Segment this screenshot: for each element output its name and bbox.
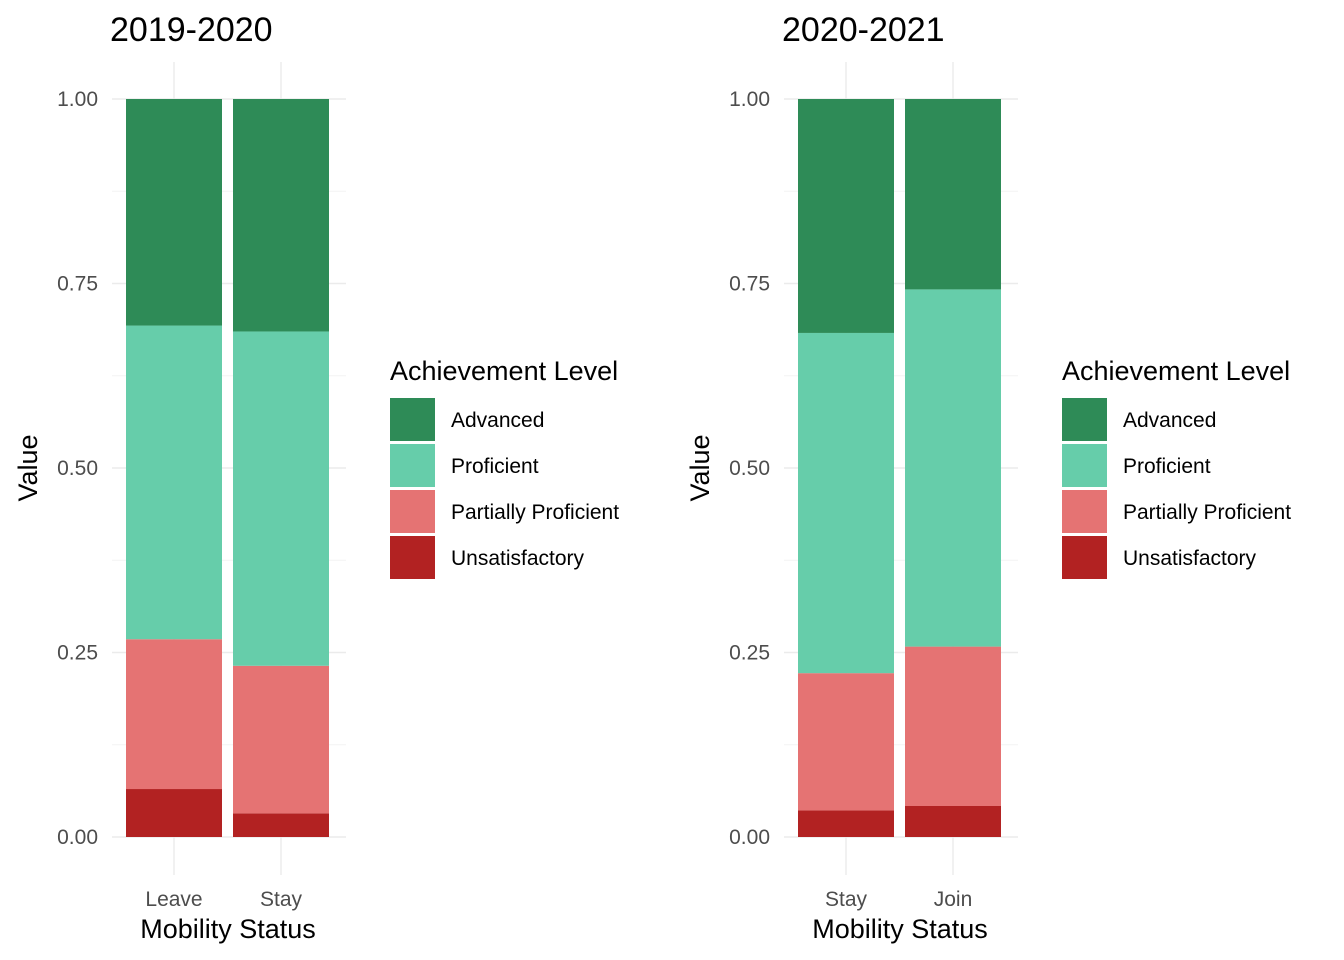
y-tick-label: 0.25	[57, 642, 98, 665]
legend-label: Advanced	[1123, 409, 1216, 432]
legend-swatch-proficient	[390, 444, 435, 487]
bar-segment-stay-partially-proficient	[233, 665, 329, 814]
y-axis-title: Value	[13, 434, 43, 501]
legend-label: Unsatisfactory	[1123, 547, 1257, 570]
legend-title: Achievement Level	[1062, 356, 1290, 386]
bar-segment-join-partially-proficient	[905, 646, 1001, 807]
legend-label: Advanced	[451, 409, 544, 432]
chart-panel-2: 0.00 0.25 0.50 0.75 1.00 Stay Join 2020-2021 Mob…	[685, 11, 1291, 944]
y-tick-label: 0.00	[729, 826, 770, 849]
bar-segment-leave-advanced	[126, 99, 222, 326]
legend-label: Partially Proficient	[451, 501, 619, 524]
legend-label: Partially Proficient	[1123, 501, 1291, 524]
y-axis-title: Value	[685, 434, 715, 501]
bar-segment-stay-partially-proficient	[798, 673, 894, 811]
y-tick-label: 0.50	[57, 457, 98, 480]
legend-swatch-unsatisfactory	[390, 536, 435, 579]
y-tick-label: 0.25	[729, 642, 770, 665]
x-tick-label: Stay	[825, 888, 868, 911]
bar-segment-leave-partially-proficient	[126, 639, 222, 790]
bar-segment-stay-unsatisfactory	[233, 813, 329, 837]
y-tick-label: 0.00	[57, 826, 98, 849]
legend-swatch-advanced	[390, 398, 435, 441]
y-tick-label: 0.50	[729, 457, 770, 480]
legend: Achievement Level Advanced Proficient Parti…	[1062, 356, 1291, 579]
panel-title: 2020-2021	[782, 11, 945, 49]
x-tick-label: Leave	[145, 888, 202, 911]
y-tick-label: 0.75	[729, 273, 770, 296]
y-tick-label: 1.00	[729, 88, 770, 111]
bar-segment-leave-unsatisfactory	[126, 789, 222, 837]
panel-title: 2019-2020	[110, 11, 273, 49]
legend-title: Achievement Level	[390, 356, 618, 386]
x-tick-label: Stay	[260, 888, 303, 911]
bar-segment-leave-proficient	[126, 325, 222, 640]
bar-segment-stay-proficient	[233, 331, 329, 666]
bar-segment-stay-proficient	[798, 332, 894, 674]
legend-label: Unsatisfactory	[451, 547, 585, 570]
y-tick-label: 1.00	[57, 88, 98, 111]
legend-swatch-proficient	[1062, 444, 1107, 487]
legend-swatch-unsatisfactory	[1062, 536, 1107, 579]
legend-label: Proficient	[451, 455, 539, 478]
bar-segment-stay-advanced	[798, 99, 894, 333]
bar-segment-stay-unsatisfactory	[798, 810, 894, 837]
legend-label: Proficient	[1123, 455, 1211, 478]
bar-segment-join-unsatisfactory	[905, 806, 1001, 837]
bar-segment-join-advanced	[905, 99, 1001, 290]
legend-swatch-partially-proficient	[390, 490, 435, 533]
y-tick-label: 0.75	[57, 273, 98, 296]
x-axis-title: Mobility Status	[812, 914, 988, 944]
x-axis-title: Mobility Status	[140, 914, 316, 944]
legend-swatch-advanced	[1062, 398, 1107, 441]
chart-panel-1: 0.00 0.25 0.50 0.75 1.00 Leave Stay 2019-2020 Mo…	[13, 11, 619, 944]
bar-segment-join-proficient	[905, 289, 1001, 647]
legend: Achievement Level Advanced Proficient Parti…	[390, 356, 619, 579]
x-tick-label: Join	[934, 888, 973, 911]
legend-swatch-partially-proficient	[1062, 490, 1107, 533]
bar-segment-stay-advanced	[233, 99, 329, 332]
